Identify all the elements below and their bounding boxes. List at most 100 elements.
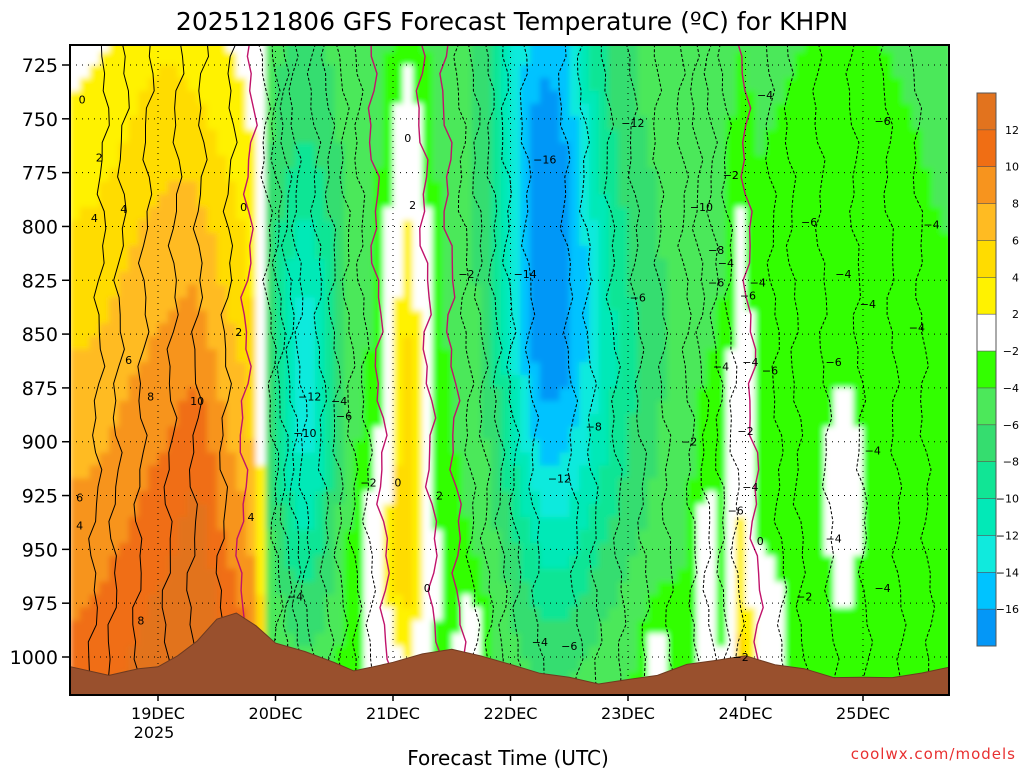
temperature-cell: [451, 232, 463, 247]
temperature-cell: [863, 439, 874, 454]
temperature-cell: [549, 426, 561, 441]
temperature-cell: [324, 646, 335, 660]
temperature-cell: [833, 362, 844, 376]
temperature-cell: [353, 65, 365, 79]
temperature-cell: [481, 232, 492, 247]
temperature-cell: [941, 530, 949, 544]
temperature-cell: [70, 581, 81, 596]
temperature-cell: [422, 297, 433, 311]
temperature-cell: [872, 555, 884, 570]
temperature-cell: [167, 387, 179, 402]
temperature-cell: [461, 77, 472, 92]
temperature-cell: [442, 220, 453, 234]
temperature-cell: [902, 45, 913, 53]
temperature-cell: [285, 129, 296, 144]
temperature-cell: [265, 116, 277, 131]
zero-contour-line: [415, 45, 443, 694]
temperature-cell: [618, 387, 629, 402]
temperature-cell: [353, 284, 365, 299]
temperature-cell: [216, 452, 228, 466]
temperature-cell: [814, 349, 825, 363]
temperature-cell: [677, 517, 688, 531]
temperature-cell: [344, 349, 355, 363]
temperature-cell: [295, 142, 306, 156]
temperature-cell: [99, 90, 110, 105]
temperature-cell: [285, 439, 296, 454]
temperature-cell: [393, 181, 404, 195]
temperature-cell: [579, 245, 590, 260]
contour-value-label: −4: [287, 591, 303, 604]
temperature-cell: [226, 413, 237, 428]
temperature-cell: [559, 594, 570, 609]
temperature-cell: [363, 581, 374, 596]
site-credit[interactable]: coolwx.com/models: [851, 745, 1016, 763]
temperature-cell: [402, 530, 414, 544]
temperature-cell: [461, 310, 472, 324]
temperature-cell: [79, 387, 91, 402]
temperature-cell: [99, 439, 110, 454]
temperature-cell: [520, 271, 531, 286]
temperature-cell: [853, 413, 864, 428]
temperature-cell: [402, 400, 414, 415]
colorbar-label: −2: [1003, 345, 1019, 358]
temperature-cell: [167, 181, 179, 195]
temperature-cell: [774, 142, 786, 156]
temperature-cell: [735, 52, 747, 66]
temperature-cell: [569, 45, 580, 53]
temperature-cell: [784, 542, 796, 557]
temperature-cell: [902, 181, 913, 195]
temperature-cell: [412, 129, 423, 144]
temperature-cell: [344, 90, 355, 105]
temperature-cell: [706, 103, 717, 118]
temperature-cell: [79, 452, 91, 466]
temperature-cell: [843, 90, 854, 105]
temperature-cell: [598, 90, 609, 105]
temperature-cell: [79, 77, 91, 92]
temperature-cell: [657, 129, 668, 144]
temperature-cell: [324, 400, 335, 415]
temperature-cell: [696, 220, 707, 234]
temperature-cell: [745, 375, 756, 389]
contour-line: [812, 45, 840, 694]
temperature-cell: [774, 310, 786, 324]
temperature-cell: [383, 504, 394, 518]
temperature-cell: [490, 90, 502, 105]
temperature-cell: [863, 646, 874, 660]
temperature-cell: [804, 607, 815, 621]
colorbar-swatch: [977, 424, 996, 462]
temperature-cell: [246, 375, 257, 389]
temperature-cell: [344, 194, 355, 208]
temperature-cell: [442, 620, 453, 634]
temperature-cell: [549, 375, 561, 389]
temperature-cell: [471, 52, 482, 66]
temperature-cell: [902, 336, 913, 350]
temperature-cell: [109, 465, 120, 479]
temperature-cell: [549, 129, 561, 144]
temperature-cell: [823, 375, 835, 389]
temperature-cell: [520, 194, 531, 208]
temperature-cell: [324, 232, 335, 247]
temperature-cell: [823, 542, 835, 557]
temperature-cell: [784, 207, 796, 221]
temperature-cell: [412, 103, 423, 118]
temperature-cell: [461, 633, 472, 647]
temperature-cell: [872, 426, 884, 441]
temperature-cell: [520, 116, 531, 131]
temperature-cell: [784, 142, 796, 156]
temperature-cell: [588, 77, 600, 92]
temperature-cell: [442, 698, 452, 712]
temperature-cell: [79, 646, 91, 660]
temperature-cell: [696, 207, 707, 221]
temperature-cell: [755, 336, 766, 350]
temperature-cell: [246, 45, 257, 53]
temperature-cell: [500, 362, 512, 376]
temperature-cell: [853, 194, 864, 208]
temperature-cell: [255, 310, 267, 324]
temperature-cell: [794, 65, 805, 79]
temperature-cell: [109, 90, 120, 105]
temperature-cell: [706, 426, 717, 441]
temperature-cell: [892, 555, 903, 570]
temperature-cell: [442, 336, 453, 350]
temperature-cell: [814, 646, 825, 660]
temperature-cell: [843, 375, 854, 389]
